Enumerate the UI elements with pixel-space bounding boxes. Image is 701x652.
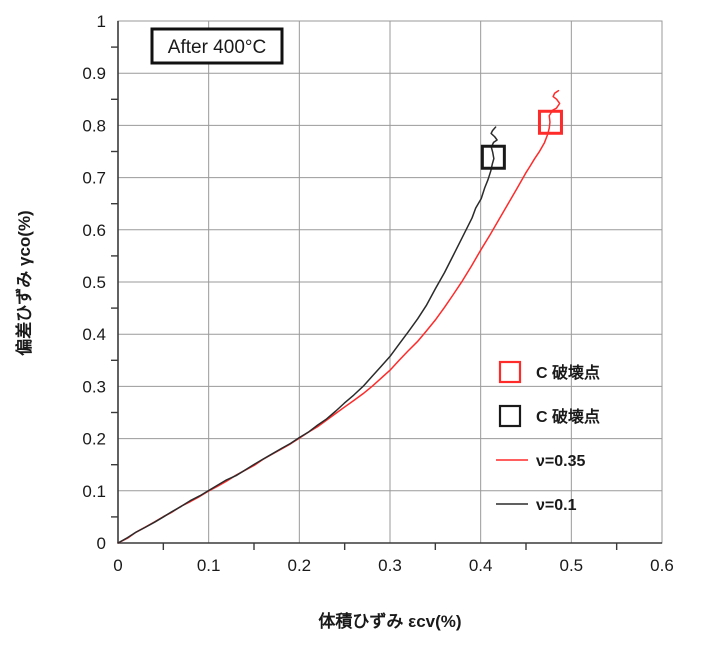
y-tick-label: 0.8	[82, 116, 106, 135]
legend-label: C 破壊点	[536, 407, 600, 426]
y-tick-label: 0.9	[82, 64, 106, 83]
plot-frame	[117, 20, 663, 544]
y-tick-label: 0.4	[82, 325, 106, 344]
y-tick-label: 0	[97, 534, 106, 553]
x-tick-label: 0.4	[469, 556, 493, 575]
y-tick-label: 0.3	[82, 377, 106, 396]
x-tick-label: 0.5	[560, 556, 584, 575]
x-axis-title: 体積ひずみ εcv(%)	[318, 611, 461, 631]
legend-marker-square	[498, 360, 522, 384]
x-tick-label: 0.1	[197, 556, 221, 575]
failure-point-marker	[537, 109, 563, 135]
axis-ticks	[111, 46, 618, 550]
y-tick-label: 0.7	[82, 169, 106, 188]
series-line	[117, 126, 498, 544]
x-tick-label: 0.3	[378, 556, 402, 575]
annotation-box-border	[150, 27, 284, 65]
y-tick-label: 0.1	[82, 482, 106, 501]
legend-marker-square	[498, 404, 522, 428]
legend-label: ν=0.35	[536, 453, 585, 470]
x-tick-label: 0.2	[288, 556, 312, 575]
y-tick-label: 0.5	[82, 273, 106, 292]
axis-tick-labels: 0 0.1 0.2 0.3 0.4 0.5 0.6 0.7 0.8 0.9 1 0 0.1 0.2 0.3 0…	[82, 12, 673, 575]
legend-label: ν=0.1	[536, 497, 577, 514]
failure-point-marker	[480, 144, 506, 170]
legend-label: C 破壊点	[536, 363, 600, 382]
x-tick-label: 0.6	[650, 556, 674, 575]
annotation-text: After 400°C	[168, 37, 266, 58]
y-tick-label: 0.6	[82, 221, 106, 240]
y-tick-label: 0.2	[82, 430, 106, 449]
y-tick-label: 1	[97, 12, 106, 31]
y-axis-title: 偏差ひずみ γco(%)	[14, 210, 34, 355]
x-tick-label: 0	[113, 556, 122, 575]
annotation-box: After 400°C	[150, 27, 284, 65]
data-markers	[480, 109, 563, 170]
chart-legend: C 破壊点 C 破壊点 ν=0.35 ν=0.1	[496, 360, 600, 514]
